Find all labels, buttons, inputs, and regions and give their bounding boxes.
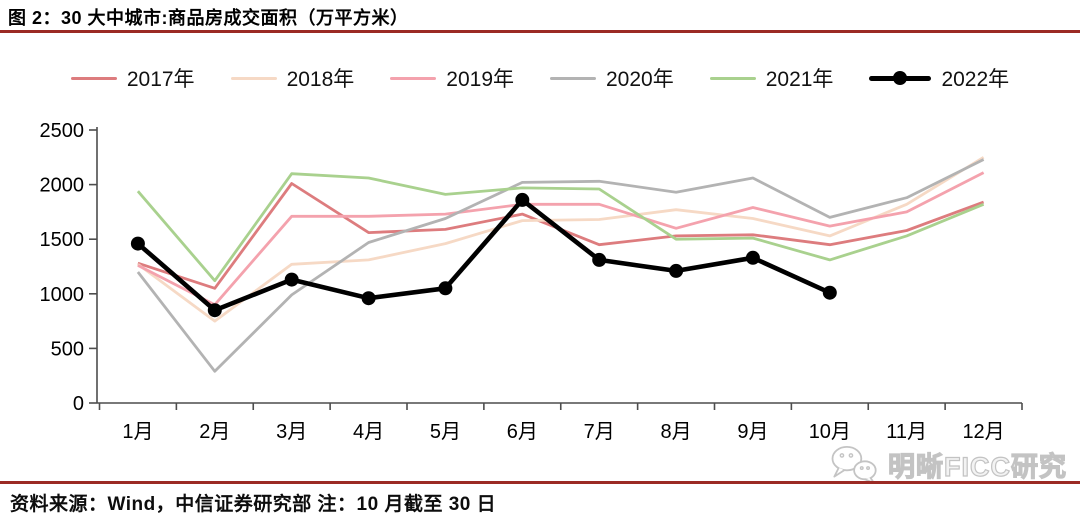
y-tick-label: 2000 (40, 175, 85, 197)
legend-swatch-icon (869, 75, 932, 81)
legend-label: 2022年 (941, 68, 1010, 91)
x-tick-label: 12月 (962, 421, 1004, 443)
data-point-2022年-10月 (822, 285, 837, 300)
data-point-2022年-5月 (438, 281, 453, 296)
legend-swatch-icon (709, 76, 756, 80)
series-line-2017年 (137, 182, 985, 290)
data-point-2022年-3月 (284, 272, 299, 287)
legend-label: 2019年 (446, 68, 514, 91)
data-point-2022年-8月 (669, 263, 684, 278)
x-tick-label: 5月 (430, 421, 461, 443)
wechat-icon (831, 445, 877, 484)
y-tick-label: 1000 (40, 284, 85, 306)
legend-item-2021年: 2021年 (709, 63, 834, 93)
watermark: 明晰FICC研究 (828, 444, 1067, 484)
legend-swatch-icon (390, 76, 437, 80)
chart-legend: 2017年 2018年 2019年 2020年 2021年 2022年 (0, 60, 1080, 96)
legend-swatch-icon (230, 76, 277, 80)
x-tick-label: 11月 (886, 421, 927, 443)
legend-item-2020年: 2020年 (550, 63, 674, 93)
data-point-2022年-1月 (130, 236, 145, 251)
source-note: 资料来源：Wind，中信证券研究部 注：10 月截至 30 日 (10, 494, 497, 515)
x-tick-label: 2月 (199, 421, 230, 443)
title-rule (0, 30, 1080, 33)
series-line-2021年 (136, 172, 985, 283)
series-line-2022年 (136, 197, 831, 313)
x-tick-label: 7月 (584, 421, 615, 443)
x-tick-label: 4月 (353, 421, 384, 443)
series-line-2019年 (137, 171, 985, 307)
x-tick-label: 8月 (661, 421, 692, 443)
y-tick-label: 500 (51, 338, 84, 360)
data-point-2022年-9月 (745, 250, 760, 265)
figure-title: 图 2：30 大中城市:商品房成交面积（万平方米） (8, 8, 409, 28)
legend-item-2018年: 2018年 (230, 63, 355, 93)
legend-item-2017年: 2017年 (70, 63, 195, 93)
legend-item-2022年: 2022年 (869, 63, 1009, 93)
legend-label: 2018年 (286, 68, 355, 91)
legend-label: 2017年 (126, 68, 195, 91)
data-point-2022年-7月 (592, 252, 607, 267)
series-line-2020年 (136, 158, 985, 373)
legend-swatch-icon (550, 76, 596, 80)
y-tick-label: 0 (73, 393, 84, 415)
watermark-text: 明晰FICC研究 (887, 451, 1067, 482)
data-point-2022年-4月 (361, 291, 376, 306)
legend-item-2019年: 2019年 (390, 63, 514, 93)
x-tick-label: 6月 (507, 421, 538, 443)
data-point-2022年-6月 (515, 192, 530, 207)
x-tick-label: 3月 (276, 421, 307, 443)
x-tick-label: 9月 (737, 421, 768, 443)
series-line-2018年 (137, 156, 985, 323)
legend-label: 2021年 (765, 68, 834, 91)
legend-label: 2020年 (606, 68, 674, 91)
legend-swatch-icon (70, 76, 117, 80)
data-point-2022年-2月 (207, 303, 222, 318)
source-rule (0, 481, 1080, 484)
x-tick-label: 1月 (122, 421, 153, 443)
y-tick-label: 2500 (40, 120, 85, 142)
y-tick-label: 1500 (40, 229, 85, 251)
x-tick-label: 10月 (809, 421, 851, 443)
